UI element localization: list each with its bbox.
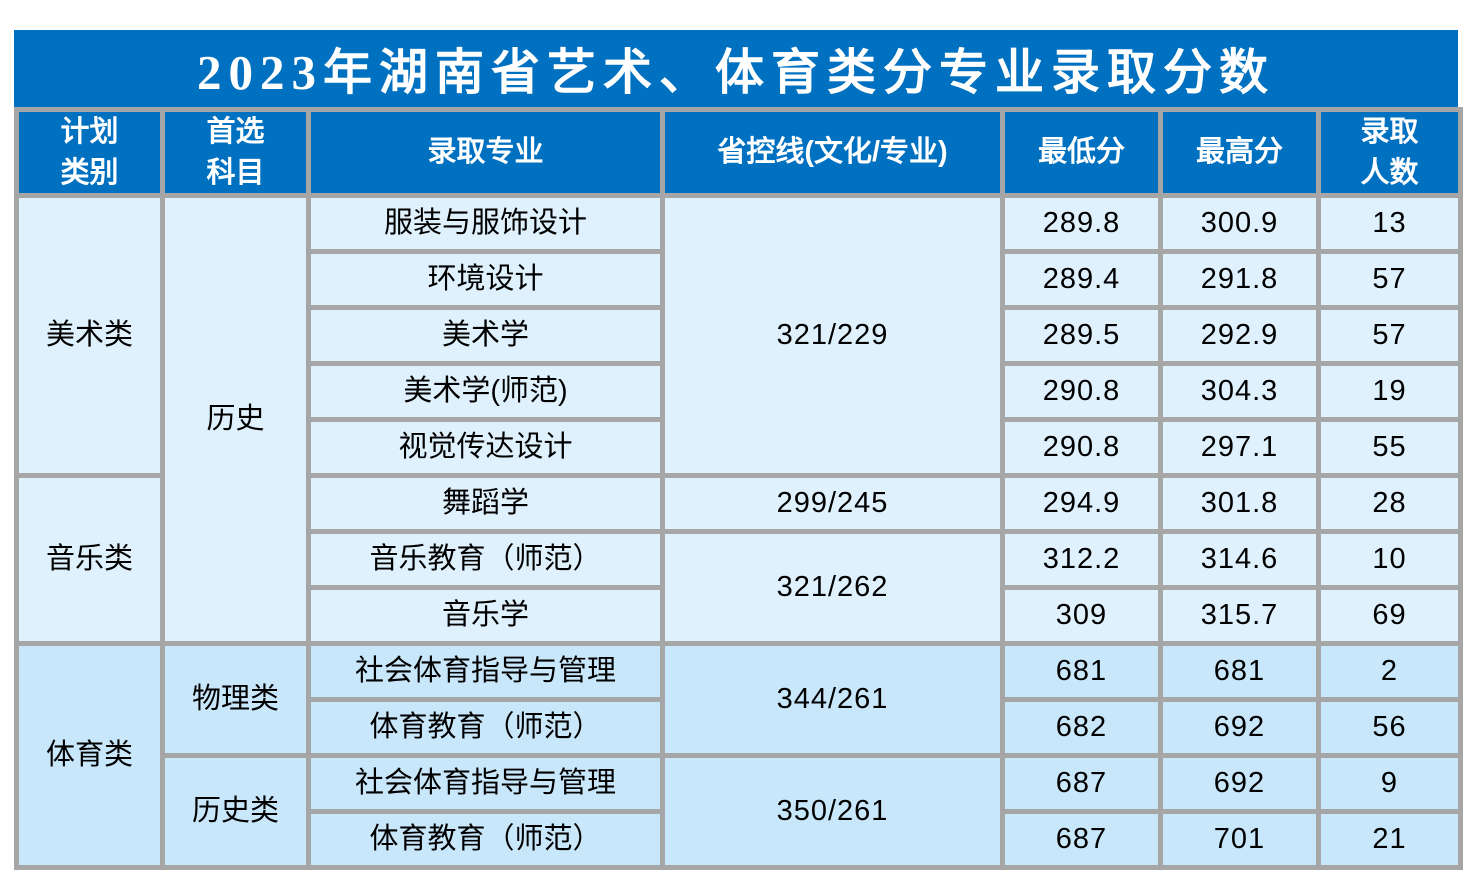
table-row: 音乐学 309 315.7 69 [17, 585, 1463, 647]
cell-major: 音乐教育（师范） [306, 529, 665, 591]
cell-major: 服装与服饰设计 [306, 193, 665, 255]
cell-admit-count: 19 [1316, 361, 1463, 423]
cell-control-line: 350/261 [660, 753, 1005, 871]
table-row: 美术学(师范) 290.8 304.3 19 [17, 361, 1463, 423]
col-header-first-subject: 首选 科目 [160, 106, 311, 199]
col-header-plan-category: 计划 类别 [14, 106, 165, 199]
cell-min-score: 289.8 [1000, 193, 1163, 255]
cell-category-art: 美术类 [14, 193, 165, 479]
cell-major: 舞蹈学 [306, 473, 665, 535]
cell-max-score: 300.9 [1158, 193, 1321, 255]
cell-major: 美术学(师范) [306, 361, 665, 423]
cell-major: 视觉传达设计 [306, 417, 665, 479]
cell-major: 社会体育指导与管理 [306, 641, 665, 703]
cell-min-score: 682 [1000, 697, 1163, 759]
cell-min-score: 309 [1000, 585, 1163, 647]
cell-admit-count: 69 [1316, 585, 1463, 647]
cell-admit-count: 2 [1316, 641, 1463, 703]
table-title: 2023年湖南省艺术、体育类分专业录取分数 [14, 30, 1458, 107]
cell-category-sports: 体育类 [14, 641, 165, 871]
col-header-control-line: 省控线(文化/专业) [660, 106, 1005, 199]
table-row: 体育类 物理类 社会体育指导与管理 344/261 681 681 2 [14, 641, 1463, 871]
cell-admit-count: 57 [1316, 249, 1463, 311]
table-row: 美术类 历史 服装与服饰设计 321/229 289.8 300.9 13 [14, 193, 1463, 647]
table-header-row: 计划 类别 首选 科目 录取专业 省控线(文化/专业) 最低分 最高分 录取 人… [14, 106, 1463, 199]
cell-min-score: 687 [1000, 753, 1163, 815]
cell-control-line: 321/229 [660, 193, 1005, 479]
cell-max-score: 304.3 [1158, 361, 1321, 423]
cell-max-score: 292.9 [1158, 305, 1321, 367]
col-header-admit-count: 录取 人数 [1316, 106, 1463, 199]
cell-max-score: 291.8 [1158, 249, 1321, 311]
cell-major: 环境设计 [306, 249, 665, 311]
cell-control-line: 321/262 [660, 529, 1005, 647]
table-row: 音乐教育（师范） 321/262 312.2 314.6 10 [17, 529, 1463, 647]
cell-major: 美术学 [306, 305, 665, 367]
cell-max-score: 692 [1158, 753, 1321, 815]
cell-control-line: 344/261 [660, 641, 1005, 759]
cell-admit-count: 28 [1316, 473, 1463, 535]
cell-min-score: 289.4 [1000, 249, 1163, 311]
cell-max-score: 315.7 [1158, 585, 1321, 647]
cell-min-score: 687 [1000, 809, 1163, 871]
table-row: 历史类 社会体育指导与管理 350/261 687 692 9 [17, 753, 1463, 871]
table-row: 音乐类 舞蹈学 299/245 294.9 301.8 28 [14, 473, 1463, 647]
cell-major: 音乐学 [306, 585, 665, 647]
cell-admit-count: 57 [1316, 305, 1463, 367]
cell-subject-history: 历史 [160, 193, 311, 647]
cell-min-score: 312.2 [1000, 529, 1163, 591]
col-header-major: 录取专业 [306, 106, 665, 199]
cell-control-line: 299/245 [660, 473, 1005, 535]
cell-max-score: 701 [1158, 809, 1321, 871]
col-header-max-score: 最高分 [1158, 106, 1321, 199]
cell-min-score: 290.8 [1000, 417, 1163, 479]
col-header-min-score: 最低分 [1000, 106, 1163, 199]
cell-major: 体育教育（师范） [306, 697, 665, 759]
cell-min-score: 290.8 [1000, 361, 1163, 423]
cell-admit-count: 56 [1316, 697, 1463, 759]
table-row: 视觉传达设计 290.8 297.1 55 [17, 417, 1463, 479]
cell-subject-history-class: 历史类 [160, 753, 311, 871]
table-row: 体育教育（师范） 687 701 21 [17, 809, 1463, 871]
cell-subject-physics: 物理类 [160, 641, 311, 759]
cell-max-score: 297.1 [1158, 417, 1321, 479]
cell-min-score: 289.5 [1000, 305, 1163, 367]
cell-major: 社会体育指导与管理 [306, 753, 665, 815]
cell-max-score: 681 [1158, 641, 1321, 703]
cell-min-score: 294.9 [1000, 473, 1163, 535]
cell-admit-count: 9 [1316, 753, 1463, 815]
cell-max-score: 692 [1158, 697, 1321, 759]
table-row: 美术学 289.5 292.9 57 [17, 305, 1463, 367]
cell-category-music: 音乐类 [14, 473, 165, 647]
cell-admit-count: 55 [1316, 417, 1463, 479]
cell-min-score: 681 [1000, 641, 1163, 703]
table-row: 环境设计 289.4 291.8 57 [17, 249, 1463, 311]
table-row: 体育教育（师范） 682 692 56 [17, 697, 1463, 759]
cell-max-score: 314.6 [1158, 529, 1321, 591]
cell-max-score: 301.8 [1158, 473, 1321, 535]
admission-scores-table: 计划 类别 首选 科目 录取专业 省控线(文化/专业) 最低分 最高分 录取 人… [14, 106, 1463, 871]
cell-admit-count: 21 [1316, 809, 1463, 871]
cell-admit-count: 13 [1316, 193, 1463, 255]
cell-major: 体育教育（师范） [306, 809, 665, 871]
cell-admit-count: 10 [1316, 529, 1463, 591]
